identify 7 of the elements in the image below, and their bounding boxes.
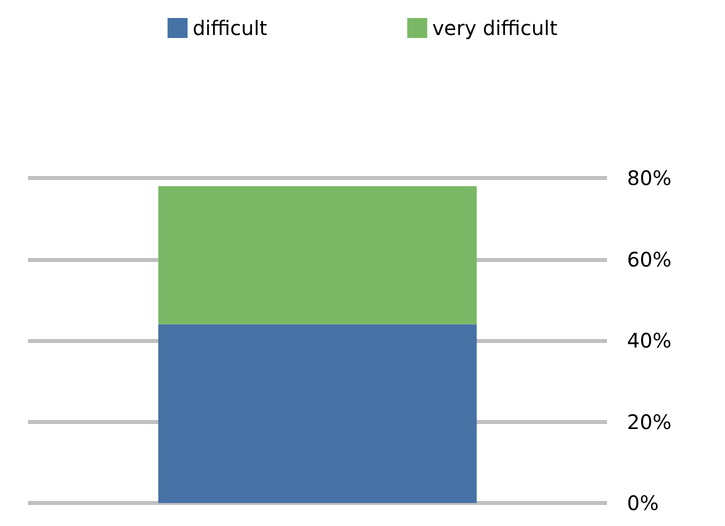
legend-label: very difficult (432, 16, 558, 40)
legend-label: difficult (192, 16, 268, 40)
y-tick-label: 20% (627, 410, 672, 434)
y-tick-label: 60% (627, 247, 672, 272)
y-tick-label: 80% (627, 166, 672, 190)
y-tick-label: 0% (627, 491, 659, 515)
y-tick-label: 40% (627, 328, 672, 352)
